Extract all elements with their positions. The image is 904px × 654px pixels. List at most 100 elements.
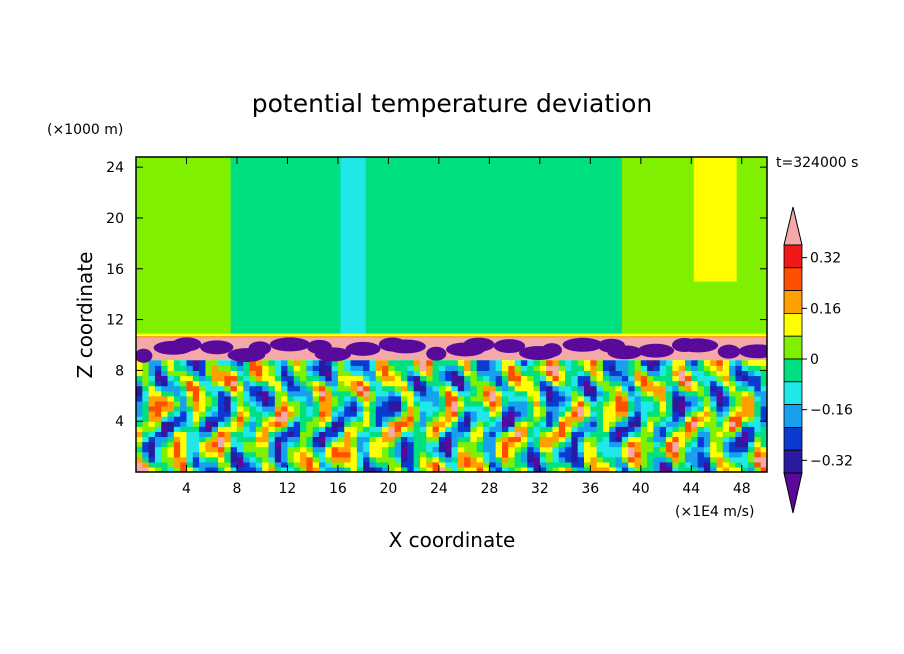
turbulence-cell	[476, 431, 484, 438]
turbulence-cell	[382, 466, 389, 472]
turbulence-cell	[230, 385, 238, 392]
turbulence-cell	[161, 431, 169, 438]
turbulence-cell	[432, 466, 440, 472]
turbulence-cell	[268, 370, 276, 377]
turbulence-cell	[760, 416, 767, 422]
turbulence-cell	[722, 456, 730, 463]
turbulence-cell	[735, 380, 743, 387]
turbulence-cell	[678, 370, 686, 377]
turbulence-cell	[483, 426, 490, 432]
turbulence-cell	[274, 380, 282, 387]
turbulence-cell	[634, 451, 642, 458]
turbulence-cell	[211, 426, 219, 432]
turbulence-cell	[337, 390, 345, 397]
turbulence-cell	[546, 411, 554, 417]
turbulence-cell	[457, 466, 465, 472]
turbulence-cell	[552, 446, 560, 453]
turbulence-cell	[331, 446, 339, 453]
turbulence-cell	[565, 375, 572, 382]
turbulence-cell	[287, 375, 295, 382]
turbulence-cell	[722, 466, 730, 472]
turbulence-cell	[735, 436, 743, 443]
turbulence-cell	[287, 380, 295, 387]
turbulence-cell	[306, 441, 314, 448]
turbulence-cell	[173, 441, 181, 448]
turbulence-cell	[224, 385, 232, 392]
turbulence-cell	[508, 466, 516, 472]
turbulence-cell	[520, 385, 528, 392]
turbulence-cell	[192, 436, 200, 443]
turbulence-cell	[350, 456, 358, 463]
turbulence-cell	[584, 451, 591, 458]
turbulence-cell	[584, 456, 591, 463]
turbulence-cell	[331, 461, 339, 468]
turbulence-cell	[539, 405, 547, 412]
turbulence-cell	[527, 466, 535, 472]
turbulence-cell	[312, 360, 320, 366]
turbulence-cell	[703, 461, 711, 468]
turbulence-cell	[552, 370, 560, 377]
turbulence-cell	[388, 411, 396, 417]
turbulence-cell	[729, 375, 737, 382]
turbulence-cell	[741, 390, 749, 397]
turbulence-cell	[634, 411, 642, 417]
turbulence-cell	[495, 456, 503, 463]
turbulence-cell	[432, 400, 440, 407]
turbulence-cell	[748, 436, 755, 443]
turbulence-cell	[602, 451, 610, 458]
turbulence-cell	[571, 416, 579, 422]
turbulence-cell	[375, 395, 383, 402]
turbulence-cell	[647, 375, 655, 382]
turbulence-cell	[230, 426, 238, 432]
turbulence-cell	[445, 436, 453, 443]
turbulence-cell	[621, 426, 629, 432]
turbulence-cell	[672, 446, 680, 453]
turbulence-cell	[691, 451, 699, 458]
turbulence-cell	[438, 411, 446, 417]
turbulence-cell	[407, 421, 415, 427]
turbulence-cell	[249, 365, 257, 371]
turbulence-cell	[136, 461, 143, 468]
turbulence-cell	[684, 365, 692, 371]
turbulence-cell	[274, 385, 282, 392]
plume-top	[172, 337, 202, 352]
turbulence-cell	[609, 416, 617, 422]
turbulence-cell	[628, 421, 636, 427]
turbulence-cell	[596, 390, 604, 397]
turbulence-cell	[438, 466, 446, 472]
turbulence-cell	[741, 456, 749, 463]
turbulence-cell	[148, 441, 156, 448]
turbulence-cell	[413, 426, 421, 432]
turbulence-cell	[470, 370, 478, 377]
turbulence-cell	[438, 360, 446, 366]
turbulence-cell	[369, 436, 377, 443]
turbulence-cell	[274, 365, 282, 371]
turbulence-cell	[678, 395, 686, 402]
turbulence-cell	[161, 380, 169, 387]
turbulence-cell	[318, 461, 326, 468]
turbulence-cell	[691, 461, 699, 468]
turbulence-cell	[539, 370, 547, 377]
turbulence-cell	[571, 461, 579, 468]
turbulence-cell	[142, 395, 150, 402]
turbulence-cell	[312, 456, 320, 463]
turbulence-cell	[451, 436, 459, 443]
turbulence-cell	[306, 375, 314, 382]
turbulence-cell	[438, 400, 446, 407]
turbulence-cell	[495, 461, 503, 468]
turbulence-cell	[363, 441, 371, 448]
turbulence-cell	[514, 416, 522, 422]
turbulence-cell	[318, 431, 326, 438]
turbulence-cell	[577, 416, 585, 422]
turbulence-cell	[186, 370, 194, 377]
turbulence-cell	[407, 400, 415, 407]
turbulence-cell	[558, 461, 566, 468]
turbulence-cell	[199, 385, 207, 392]
turbulence-cell	[565, 380, 572, 387]
turbulence-cell	[167, 451, 175, 458]
turbulence-cell	[369, 365, 377, 371]
turbulence-cell	[584, 375, 591, 382]
turbulence-cell	[413, 461, 421, 468]
turbulence-cell	[312, 446, 320, 453]
turbulence-cell	[678, 431, 686, 438]
